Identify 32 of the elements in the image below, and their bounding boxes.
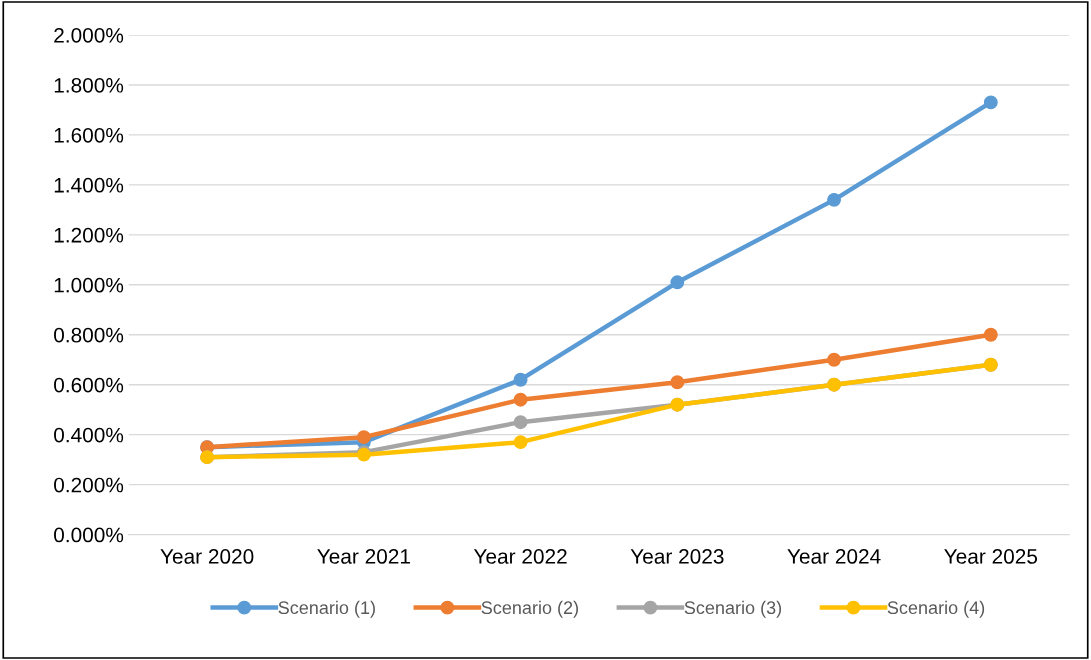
x-tick-label: Year 2023 [630,549,724,564]
y-tick-label: 0.000% [54,527,124,543]
x-tick-label: Year 2021 [317,549,410,564]
point [356,430,371,445]
y-tick-label: 1.200% [54,227,124,243]
point [513,392,528,407]
legend-label: Scenario (2) [481,600,578,618]
point [827,192,842,207]
y-tick-label: 0.400% [54,427,124,443]
y-tick-label: 0.200% [54,477,124,493]
point [513,415,528,430]
point [983,95,998,110]
point [513,435,528,450]
point [670,375,685,390]
point [513,372,528,387]
x-tick-label: Year 2020 [160,549,254,564]
legend-label: Scenario (1) [278,600,375,618]
y-tick-label: 1.400% [54,177,124,193]
x-tick-label: Year 2024 [787,549,881,564]
legend-label: Scenario (3) [684,600,782,618]
point [827,352,842,367]
y-tick-label: 1.600% [54,127,124,143]
y-tick-label: 0.800% [54,327,124,343]
y-tick-label: 2.000% [54,27,124,43]
legend-label: Scenario (4) [887,600,985,618]
x-tick-label: Year 2025 [944,549,1038,564]
y-tick-label: 1.000% [54,277,124,293]
x-tick-label: Year 2022 [473,549,567,564]
y-tick-label: 0.600% [54,377,124,393]
point [670,275,685,290]
point [983,327,998,342]
y-tick-label: 1.800% [54,77,124,93]
